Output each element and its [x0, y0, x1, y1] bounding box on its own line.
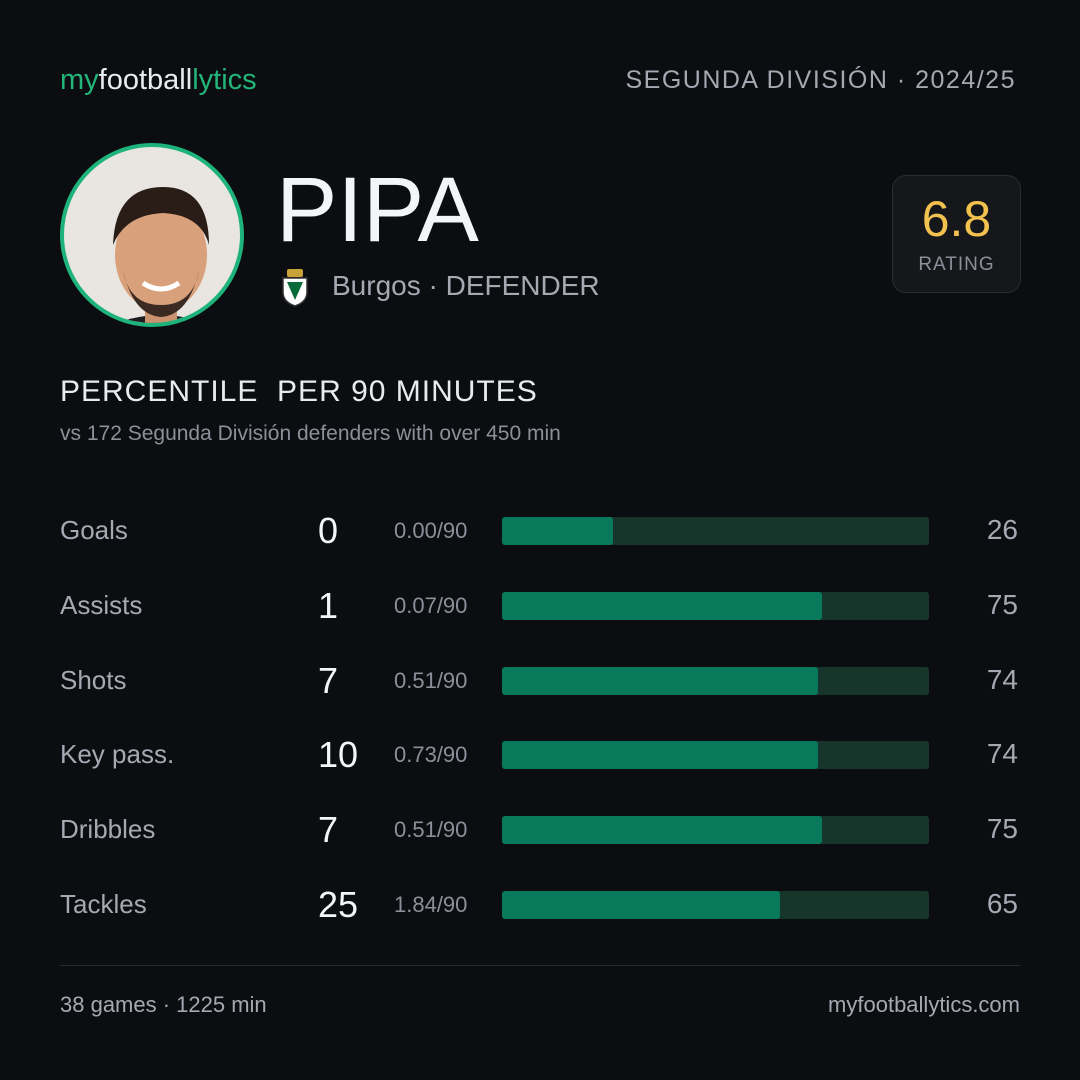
stat-label: Tackles: [60, 889, 147, 919]
stat-percentile: 75: [986, 588, 1018, 620]
stat-percentile: 65: [986, 888, 1018, 919]
divider: [60, 965, 1020, 966]
player-info: Burgos · DEFENDER: [332, 270, 600, 301]
player-name: PIPA: [276, 159, 479, 261]
stat-label: Assists: [60, 589, 143, 620]
rating-box: [892, 175, 1021, 293]
bar: [502, 666, 818, 695]
footer-summary: 38 games · 1225 min: [60, 992, 267, 1017]
bar: [502, 517, 614, 545]
bar: [502, 591, 823, 620]
stat-label: Key pass.: [60, 739, 175, 770]
stat-total: 25: [318, 884, 359, 925]
footer-site: myfootballytics.com: [828, 992, 1020, 1017]
stat-total: 1: [318, 584, 339, 626]
bar: [502, 816, 823, 845]
rating-label: RATING: [918, 254, 995, 275]
club-badge: [282, 269, 308, 307]
logo-part: my: [60, 64, 99, 96]
bar-track: [502, 591, 929, 620]
bar: [502, 741, 818, 770]
bar-track: [502, 816, 929, 845]
stat-per90: 1.84/90: [394, 892, 468, 917]
rating-value: 6.8: [921, 191, 992, 247]
stat-per90: 0.07/90: [394, 592, 468, 618]
bar-track: [502, 741, 929, 770]
stat-per90: 0.00/90: [394, 518, 468, 543]
stat-label: Shots: [60, 664, 127, 695]
stat-label: Goals: [60, 515, 128, 545]
stat-label: Dribbles: [60, 814, 156, 845]
section-subtitle: vs 172 Segunda División defenders with o…: [60, 422, 561, 445]
section-title: PERCENTILE PER 90 MINUTES: [60, 375, 538, 408]
stat-total: 0: [318, 510, 339, 551]
stat-percentile: 26: [986, 514, 1018, 545]
stat-per90: 0.51/90: [394, 817, 468, 843]
bar-track: [502, 517, 929, 545]
bar-track: [502, 891, 929, 919]
bar-track: [502, 666, 929, 695]
stat-percentile: 75: [986, 813, 1018, 845]
stat-total: 7: [318, 809, 339, 851]
avatar: [60, 143, 244, 327]
logo-part: lytics: [192, 64, 257, 96]
stat-percentile: 74: [986, 663, 1018, 695]
stat-per90: 0.51/90: [394, 667, 468, 693]
logo: myfootballlytics: [60, 64, 257, 97]
stat-percentile: 74: [986, 738, 1018, 770]
stat-total: 7: [318, 659, 339, 701]
competition: SEGUNDA DIVISIÓN · 2024/25: [625, 66, 1016, 94]
stat-per90: 0.73/90: [394, 742, 468, 768]
bar: [502, 891, 780, 919]
stat-total: 10: [318, 734, 359, 776]
logo-part: football: [98, 64, 193, 96]
avatar-art: [112, 187, 209, 323]
